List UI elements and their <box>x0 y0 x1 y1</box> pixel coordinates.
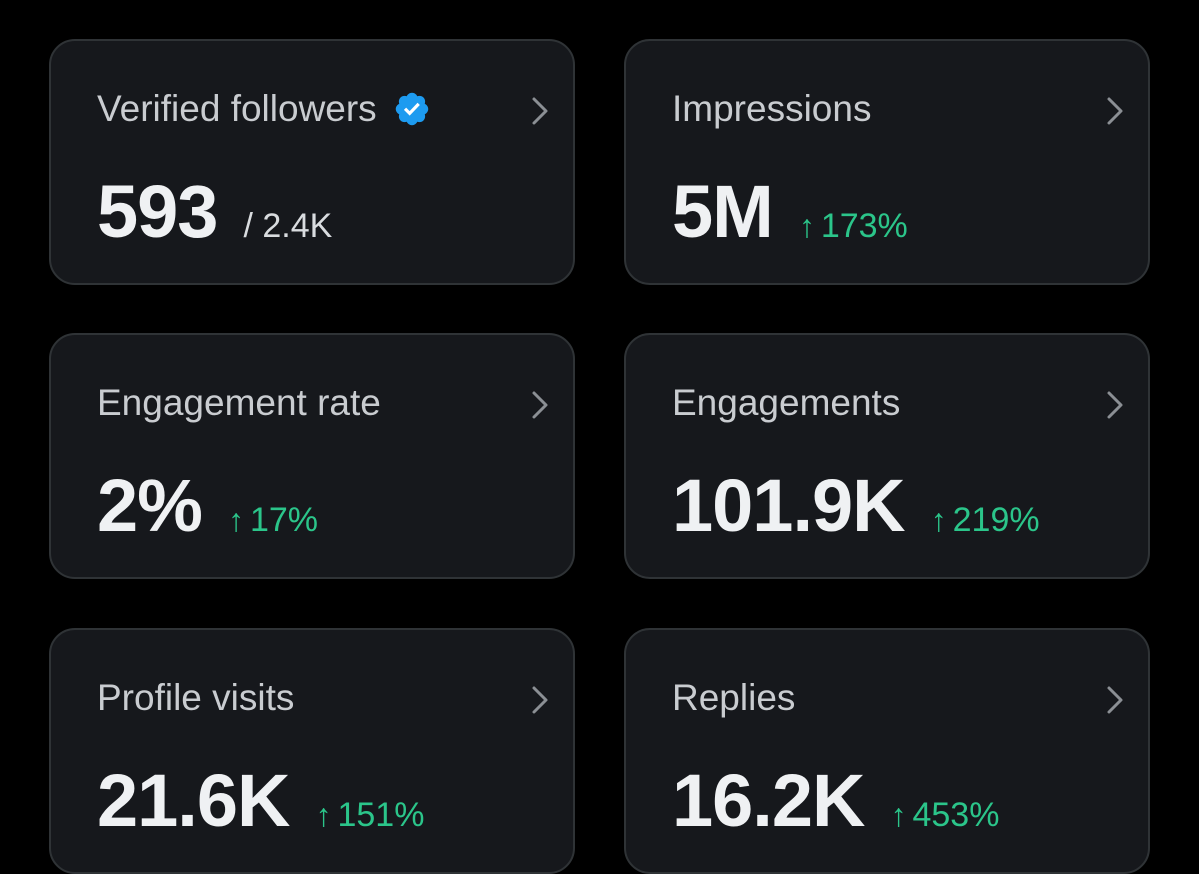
arrow-up-icon: ↑ <box>798 208 815 244</box>
engagement-rate-value: 2% <box>97 464 203 547</box>
card-title-text: Engagements <box>672 382 901 423</box>
arrow-up-icon: ↑ <box>227 502 244 538</box>
replies-card[interactable]: Replies 16.2K ↑ 453% <box>624 628 1150 874</box>
metric-value-row: 2% ↑ 17% <box>97 463 318 549</box>
delta-percent: 151% <box>337 796 425 834</box>
impressions-card[interactable]: Impressions 5M ↑ 173% <box>624 39 1150 285</box>
card-title: Profile visits <box>97 676 294 720</box>
arrow-up-icon: ↑ <box>890 797 907 833</box>
chevron-right-icon <box>532 97 548 125</box>
chevron-right-icon <box>532 686 548 714</box>
delta-percent: 453% <box>912 796 1000 834</box>
metric-value-row: 5M ↑ 173% <box>672 169 908 255</box>
replies-delta: ↑ 453% <box>890 796 999 835</box>
card-title-text: Profile visits <box>97 677 295 718</box>
chevron-right-icon <box>1107 391 1123 419</box>
profile-visits-delta: ↑ 151% <box>315 796 424 835</box>
card-title: Engagement rate <box>97 381 381 425</box>
chevron-right-icon <box>1107 97 1123 125</box>
card-title: Replies <box>672 676 795 720</box>
card-title-text: Impressions <box>672 88 872 129</box>
delta-percent: 219% <box>952 501 1040 539</box>
verified-badge-icon <box>395 92 428 126</box>
engagements-delta: ↑ 219% <box>931 501 1040 540</box>
delta-percent: 17% <box>249 501 319 539</box>
verified-followers-card[interactable]: Verified followers 593 / 2.4K <box>49 39 575 285</box>
card-title: Impressions <box>672 87 871 131</box>
metric-value-row: 21.6K ↑ 151% <box>97 758 424 844</box>
impressions-delta: ↑ 173% <box>799 207 908 246</box>
card-title: Engagements <box>672 381 900 425</box>
profile-visits-card[interactable]: Profile visits 21.6K ↑ 151% <box>49 628 575 874</box>
chevron-right-icon <box>532 391 548 419</box>
delta-percent: 173% <box>820 207 908 245</box>
card-title-text: Replies <box>672 677 796 718</box>
arrow-up-icon: ↑ <box>315 797 332 833</box>
total-followers-value: / 2.4K <box>243 207 333 245</box>
card-title-text: Verified followers <box>97 88 377 129</box>
arrow-up-icon: ↑ <box>930 502 947 538</box>
profile-visits-value: 21.6K <box>97 759 290 842</box>
impressions-value: 5M <box>672 170 774 253</box>
card-title-text: Engagement rate <box>97 382 381 423</box>
engagement-rate-delta: ↑ 17% <box>228 501 318 540</box>
metric-value-row: 593 / 2.4K <box>97 169 332 255</box>
engagements-card[interactable]: Engagements 101.9K ↑ 219% <box>624 333 1150 579</box>
chevron-right-icon <box>1107 686 1123 714</box>
replies-value: 16.2K <box>672 759 865 842</box>
engagement-rate-card[interactable]: Engagement rate 2% ↑ 17% <box>49 333 575 579</box>
engagements-value: 101.9K <box>672 464 906 547</box>
verified-followers-value: 593 <box>97 170 218 253</box>
metric-value-row: 101.9K ↑ 219% <box>672 463 1040 549</box>
card-title: Verified followers <box>97 87 431 131</box>
metric-value-row: 16.2K ↑ 453% <box>672 758 999 844</box>
